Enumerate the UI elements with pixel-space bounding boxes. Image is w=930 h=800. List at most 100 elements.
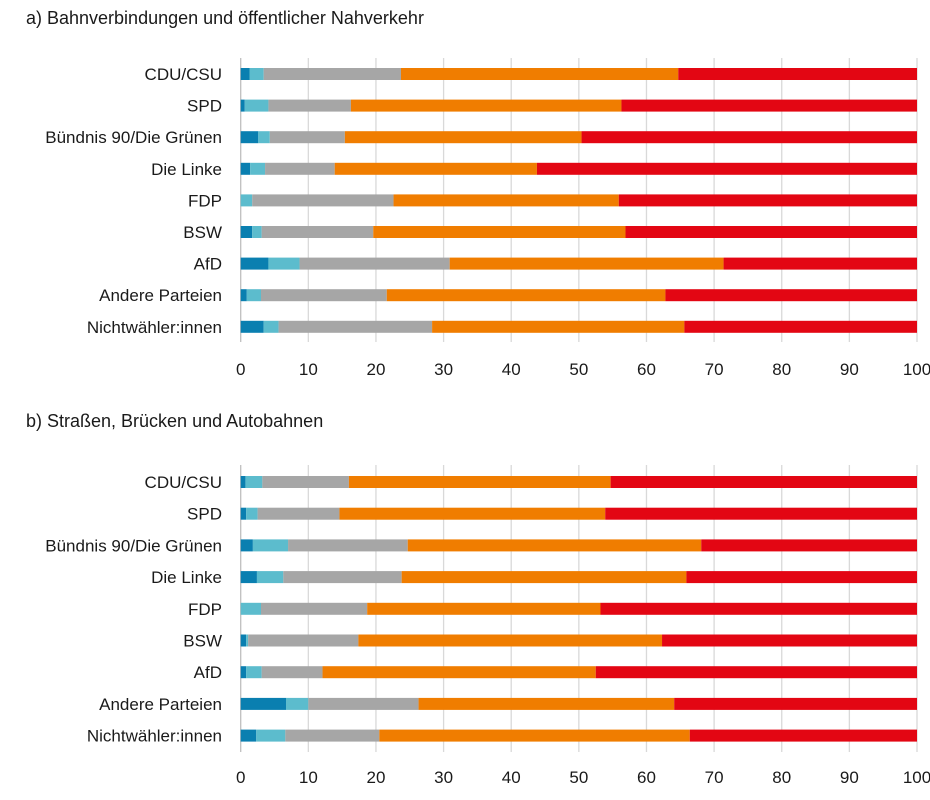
bar-segment-1 — [240, 289, 247, 302]
x-tick-label: 60 — [637, 360, 656, 379]
bar-segment-3 — [257, 507, 340, 520]
bar-segment-5 — [536, 162, 917, 175]
bar-segment-5 — [621, 99, 917, 112]
bar-segment-5 — [665, 289, 917, 302]
bar-segment-2 — [268, 257, 300, 270]
bar-segment-3 — [269, 131, 345, 144]
bar-segment-5 — [625, 226, 917, 238]
bar-segment-2 — [244, 99, 269, 112]
category-label: Nichtwähler:innen — [87, 727, 222, 746]
bar-segment-4 — [334, 162, 537, 175]
bar-segment-3 — [285, 729, 380, 742]
x-tick-label: 40 — [502, 768, 521, 787]
category-label: Bündnis 90/Die Grünen — [45, 128, 222, 147]
x-tick-label: 40 — [502, 360, 521, 379]
x-tick-label: 60 — [637, 768, 656, 787]
category-label: FDP — [188, 191, 222, 210]
bar-segment-2 — [246, 634, 249, 647]
bar-segment-3 — [268, 99, 351, 112]
category-label: Die Linke — [151, 568, 222, 587]
bar-segment-5 — [686, 571, 917, 584]
bar-segment-3 — [263, 68, 401, 80]
bar-segment-3 — [260, 289, 387, 302]
bar-segment-2 — [256, 729, 286, 742]
x-tick-label: 90 — [840, 768, 859, 787]
bar-segment-5 — [674, 697, 917, 710]
x-tick-label: 50 — [569, 360, 588, 379]
x-tick-label: 80 — [772, 768, 791, 787]
bar-segment-2 — [250, 162, 266, 175]
bar-segment-3 — [262, 476, 349, 488]
x-tick-label: 30 — [434, 360, 453, 379]
bar-segment-4 — [350, 99, 622, 112]
bar-segment-1 — [240, 507, 247, 520]
bar-segment-4 — [344, 131, 582, 144]
bar-segment-5 — [600, 602, 917, 615]
bar-segment-4 — [418, 697, 675, 710]
x-tick-label: 70 — [705, 768, 724, 787]
category-label: Andere Parteien — [99, 695, 222, 714]
bar-segment-2 — [263, 320, 279, 333]
bar-segment-5 — [662, 634, 917, 647]
bar-segment-2 — [256, 571, 284, 584]
bar-segment-4 — [386, 289, 666, 302]
bar-segment-3 — [283, 571, 402, 584]
bar-segment-3 — [252, 194, 394, 207]
bar-segment-5 — [701, 539, 917, 552]
category-label: CDU/CSU — [145, 473, 222, 492]
bar-segment-1 — [240, 571, 257, 584]
category-label: BSW — [183, 223, 222, 242]
bar-segment-1 — [240, 729, 257, 742]
bar-segment-3 — [278, 320, 433, 333]
bar-segment-2 — [246, 289, 261, 302]
bar-segment-1 — [240, 697, 287, 710]
chart-panel-a: a) Bahnverbindungen und öffentlicher Nah… — [26, 8, 930, 379]
bar-segment-2 — [252, 539, 289, 552]
bar-segment-2 — [286, 697, 309, 710]
x-tick-label: 10 — [299, 768, 318, 787]
bar-segment-2 — [246, 666, 262, 679]
bar-segment-2 — [240, 602, 261, 615]
bar-segment-5 — [610, 476, 917, 488]
bar-segment-3 — [299, 257, 450, 270]
x-tick-label: 100 — [903, 768, 930, 787]
x-tick-label: 50 — [569, 768, 588, 787]
bar-segment-3 — [260, 602, 368, 615]
bar-segment-3 — [261, 226, 374, 238]
bar-segment-4 — [401, 571, 687, 584]
bar-segment-1 — [240, 257, 269, 270]
bar-segment-1 — [240, 226, 253, 238]
category-label: Bündnis 90/Die Grünen — [45, 536, 222, 555]
bar-segment-1 — [240, 99, 245, 112]
bar-segment-4 — [400, 68, 679, 80]
category-label: SPD — [187, 505, 222, 524]
x-tick-label: 20 — [366, 768, 385, 787]
x-tick-label: 30 — [434, 768, 453, 787]
bar-segment-4 — [432, 320, 685, 333]
bar-segment-5 — [678, 68, 917, 80]
bar-segment-4 — [449, 257, 724, 270]
bar-segment-4 — [339, 507, 606, 520]
chart-title: b) Straßen, Brücken und Autobahnen — [26, 411, 323, 431]
bar-segment-4 — [348, 476, 611, 488]
bar-segment-3 — [288, 539, 408, 552]
bar-segment-5 — [689, 729, 917, 742]
x-tick-label: 20 — [366, 360, 385, 379]
category-label: AfD — [194, 663, 222, 682]
x-tick-label: 90 — [840, 360, 859, 379]
bar-segment-1 — [240, 666, 247, 679]
bar-segment-1 — [240, 476, 246, 488]
bar-segment-5 — [684, 320, 917, 333]
bar-segment-5 — [618, 194, 917, 207]
x-tick-label: 0 — [236, 768, 245, 787]
bar-segment-1 — [240, 320, 264, 333]
chart-panel-b: b) Straßen, Brücken und Autobahnen 0 10 20 3… — [26, 411, 930, 787]
bar-segment-5 — [723, 257, 917, 270]
bar-segment-5 — [595, 666, 917, 679]
bar-segment-1 — [240, 68, 250, 80]
bar-segment-4 — [322, 666, 596, 679]
category-label: Die Linke — [151, 160, 222, 179]
bar-segment-3 — [248, 634, 359, 647]
x-tick-label: 70 — [705, 360, 724, 379]
bar-segment-1 — [240, 131, 259, 144]
